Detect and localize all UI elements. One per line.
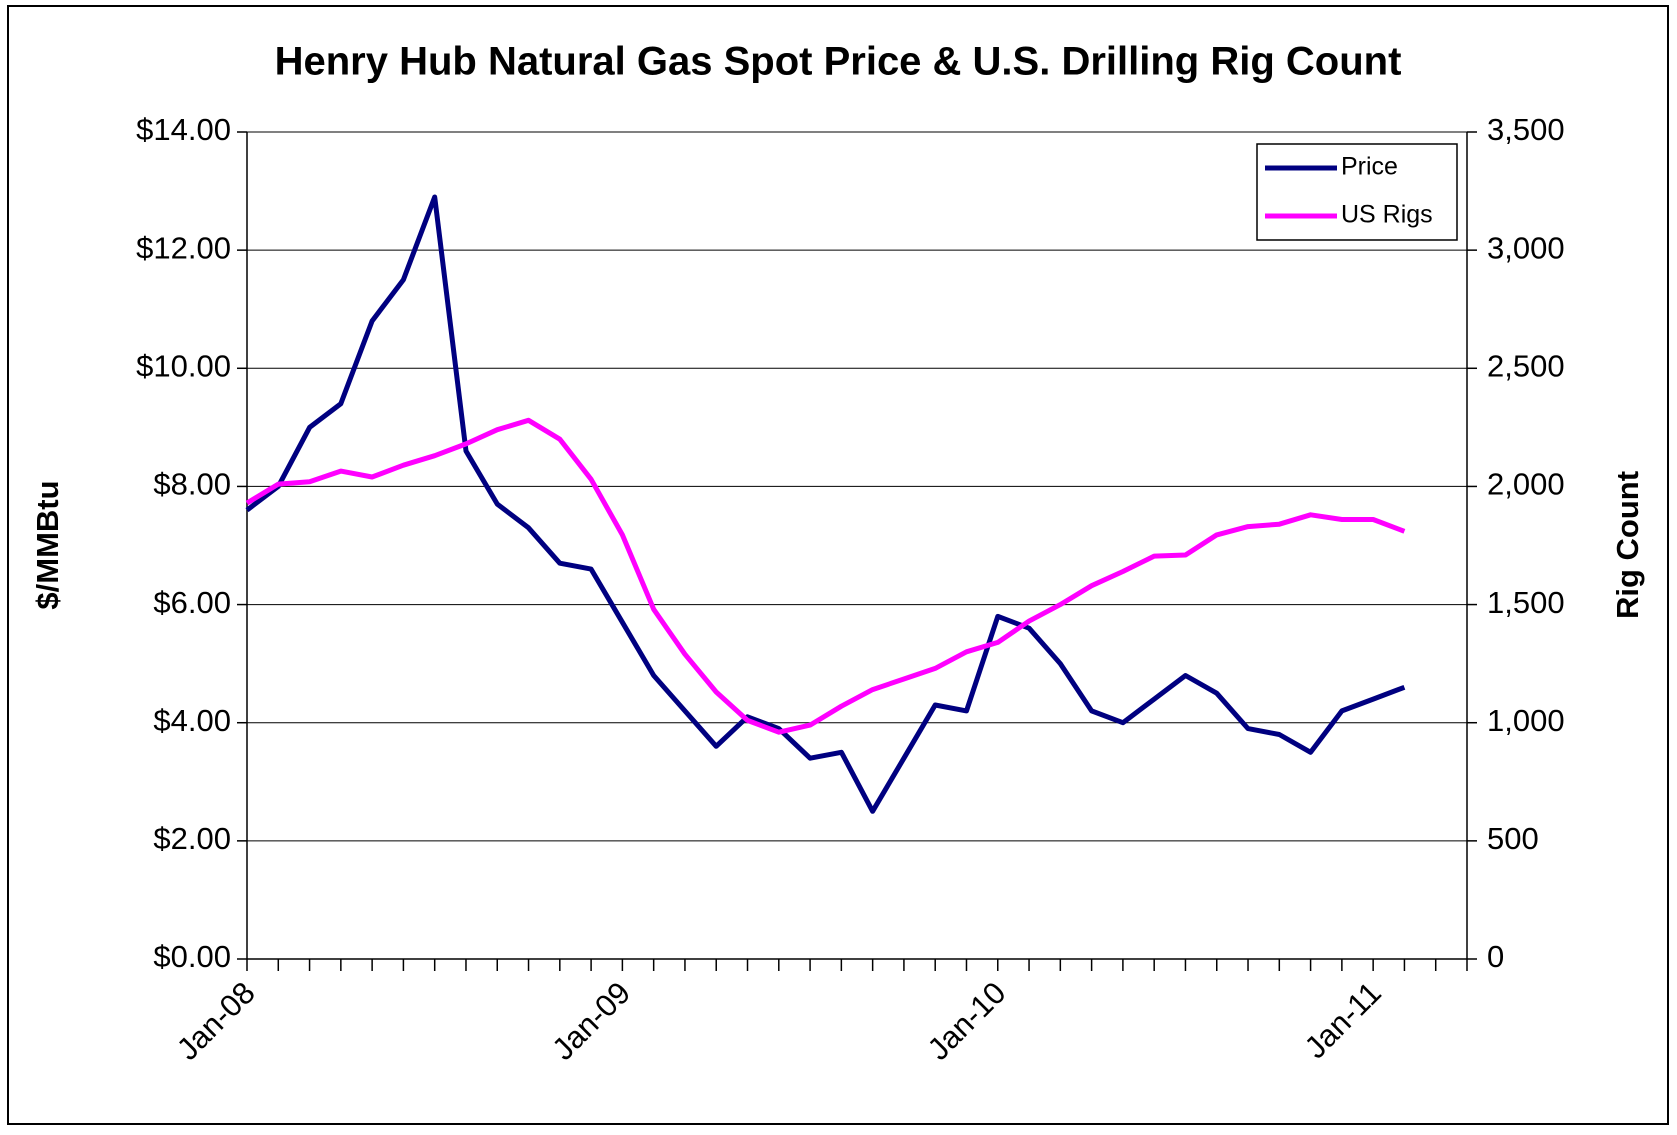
x-tick-label: Jan-08 (170, 975, 262, 1067)
y2-tick-label: 0 (1487, 939, 1504, 974)
x-tick-label: Jan-10 (921, 975, 1013, 1067)
y-tick-label: $12.00 (136, 230, 231, 265)
y-tick-label: $14.00 (136, 112, 231, 147)
y-tick-label: $0.00 (153, 939, 231, 974)
y2-tick-label: 1,500 (1487, 585, 1565, 620)
y2-tick-label: 1,000 (1487, 703, 1565, 738)
series-line (245, 417, 1406, 735)
legend-label: US Rigs (1341, 201, 1433, 229)
y-tick-label: $10.00 (136, 348, 231, 383)
y-tick-label: $2.00 (153, 821, 231, 856)
y-tick-label: $6.00 (153, 585, 231, 620)
y2-axis-title: Rig Count (1610, 471, 1645, 619)
chart-frame (7, 5, 1669, 1125)
y2-tick-label: 2,000 (1487, 467, 1565, 502)
y-tick-label: $8.00 (153, 467, 231, 502)
series-line (245, 194, 1406, 814)
y-tick-label: $4.00 (153, 703, 231, 738)
x-tick-label: Jan-09 (545, 975, 637, 1067)
legend-box (1256, 143, 1458, 241)
y-axis-title: $/MMBtu (30, 480, 65, 609)
x-tick-label: Jan-11 (1298, 975, 1388, 1065)
y2-tick-label: 500 (1487, 821, 1539, 856)
y2-tick-label: 2,500 (1487, 348, 1565, 383)
legend-label: Price (1341, 153, 1398, 181)
y2-tick-label: 3,000 (1487, 230, 1565, 265)
chart-title: Henry Hub Natural Gas Spot Price & U.S. … (275, 40, 1402, 84)
y2-tick-label: 3,500 (1487, 112, 1565, 147)
